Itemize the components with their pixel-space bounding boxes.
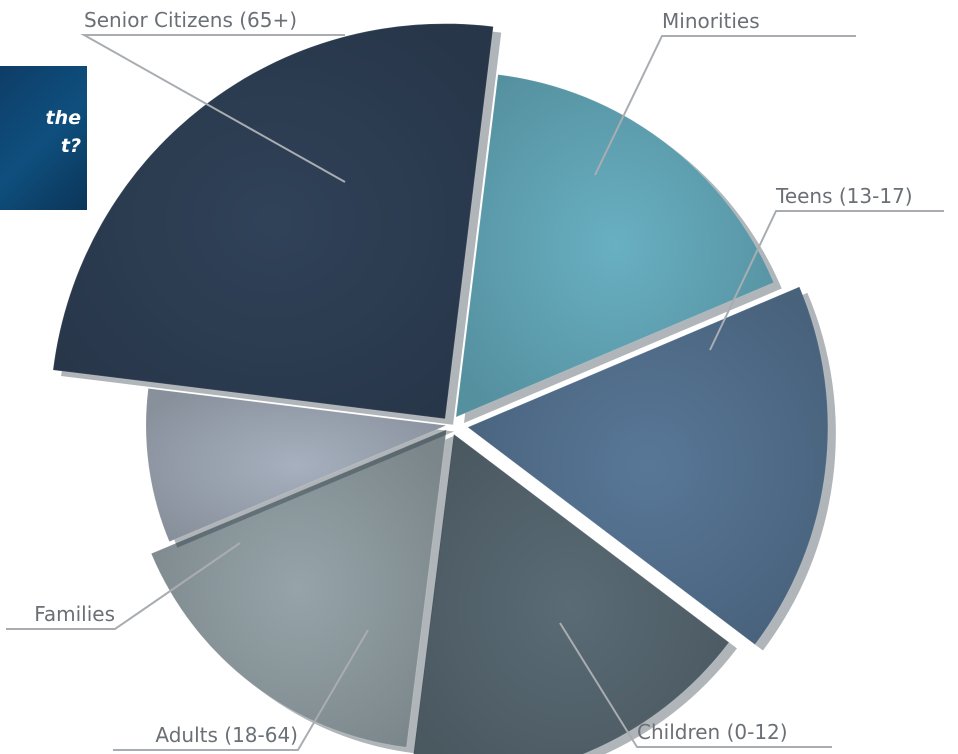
label-adults-18-64: Adults (18-64) bbox=[155, 723, 298, 747]
slice-shading-adults-18-64 bbox=[151, 429, 447, 748]
question-text: the t? bbox=[45, 107, 82, 157]
label-children-0-12: Children (0-12) bbox=[637, 720, 788, 744]
slice-shading-families bbox=[146, 388, 447, 542]
label-minorities: Minorities bbox=[662, 9, 760, 33]
slice-shading-senior-citizens-65 bbox=[53, 23, 494, 419]
slice-shading-children-0-12 bbox=[413, 434, 729, 754]
slice-shading-teens-13-17 bbox=[467, 286, 828, 645]
slice-shading-minorities bbox=[456, 74, 774, 418]
label-teens-13-17: Teens (13-17) bbox=[775, 184, 913, 208]
label-senior-citizens-65: Senior Citizens (65+) bbox=[84, 8, 297, 32]
leader-line-minorities bbox=[594, 35, 856, 176]
leader-line-teens-13-17 bbox=[709, 210, 944, 351]
leader-line-senior-citizens-65 bbox=[80, 34, 346, 183]
question-box: the t? bbox=[0, 66, 87, 210]
label-families: Families bbox=[34, 602, 115, 626]
leader-line-children-0-12 bbox=[559, 622, 832, 748]
leader-line-families bbox=[6, 542, 241, 630]
leader-line-adults-18-64 bbox=[113, 629, 369, 751]
